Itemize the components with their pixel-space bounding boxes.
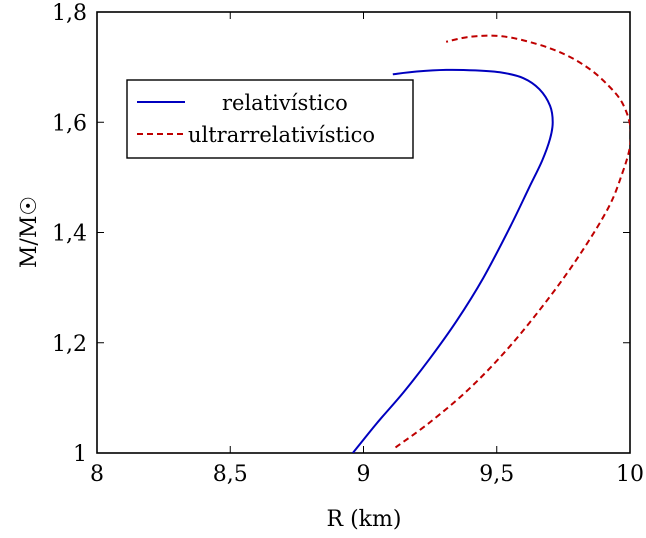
legend-label-ultrarrelativistico: ultrarrelativístico [188, 123, 375, 147]
x-ticks: 8 8,5 9 9,5 10 [90, 12, 644, 487]
series-relativistico-line [352, 68, 554, 453]
legend: relativístico ultrarrelativístico [126, 79, 414, 159]
series-ultrarrelativistico-line [394, 34, 630, 449]
y-tick-label: 1,2 [52, 332, 87, 357]
y-axis-title: M/M☉ [17, 196, 42, 268]
x-tick-label: 8,5 [213, 462, 248, 487]
y-ticks: 1 1,2 1,4 1,6 1,8 [52, 1, 630, 467]
y-tick-label: 1,6 [52, 111, 87, 136]
x-tick-label: 9 [357, 462, 371, 487]
legend-box [126, 79, 414, 159]
legend-label-relativistico: relativístico [222, 91, 348, 115]
y-tick-label: 1 [73, 442, 87, 467]
plot-frame [96, 11, 631, 454]
x-tick-label: 10 [616, 462, 644, 487]
y-tick-label: 1,8 [52, 1, 87, 26]
x-axis-title: R (km) [327, 507, 402, 532]
series-layer [352, 34, 630, 453]
y-tick-label: 1,4 [52, 222, 87, 247]
x-tick-label: 8 [90, 462, 104, 487]
x-tick-label: 9,5 [479, 462, 514, 487]
